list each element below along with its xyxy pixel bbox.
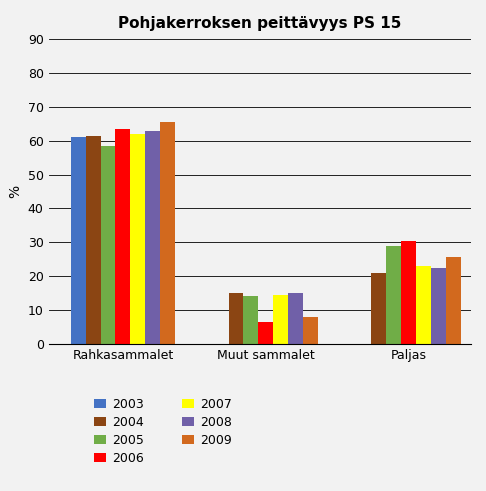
Bar	[303, 317, 318, 344]
Bar	[431, 268, 446, 344]
Legend: 2003, 2004, 2005, 2006, 2007, 2008, 2009: 2003, 2004, 2005, 2006, 2007, 2008, 2009	[88, 393, 238, 469]
Bar	[101, 146, 116, 344]
Bar	[160, 122, 175, 344]
Bar	[273, 295, 288, 344]
Bar	[288, 293, 303, 344]
Bar	[116, 129, 130, 344]
Bar	[401, 241, 416, 344]
Bar	[446, 257, 461, 344]
Bar	[371, 273, 386, 344]
Bar	[86, 136, 101, 344]
Bar	[416, 266, 431, 344]
Y-axis label: %: %	[8, 185, 22, 198]
Bar	[243, 297, 258, 344]
Bar	[130, 134, 145, 344]
Bar	[258, 322, 273, 344]
Bar	[71, 137, 86, 344]
Bar	[228, 293, 243, 344]
Bar	[386, 246, 401, 344]
Title: Pohjakerroksen peittävyys PS 15: Pohjakerroksen peittävyys PS 15	[118, 16, 402, 31]
Bar	[145, 131, 160, 344]
